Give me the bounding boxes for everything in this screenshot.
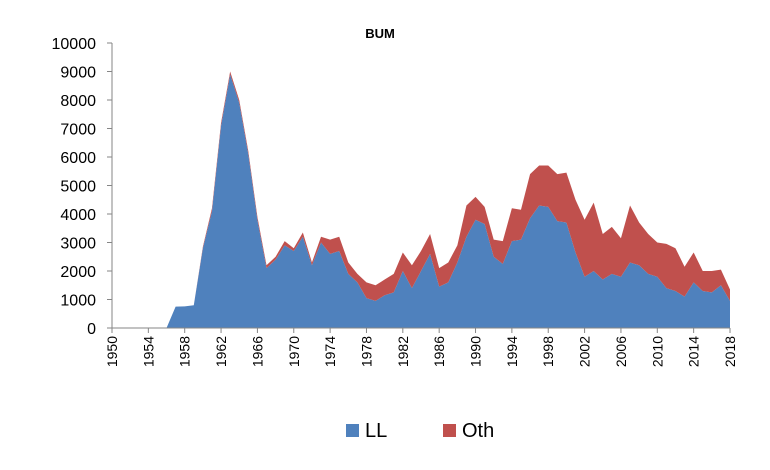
y-tick-label: 6000 bbox=[60, 150, 96, 167]
x-tick-label: 1950 bbox=[104, 336, 120, 367]
x-tick-label: 1966 bbox=[249, 336, 265, 367]
x-tick-label: 2014 bbox=[686, 336, 702, 367]
x-tick-label: 1982 bbox=[395, 336, 411, 367]
legend-swatch-oth bbox=[443, 424, 456, 437]
y-tick-label: 0 bbox=[87, 321, 96, 338]
x-tick-label: 1954 bbox=[140, 336, 156, 367]
series-area-ll bbox=[112, 74, 730, 328]
x-tick-label: 1994 bbox=[504, 336, 520, 367]
legend-swatch-ll bbox=[346, 424, 359, 437]
y-tick-label: 7000 bbox=[60, 122, 96, 139]
x-tick-label: 1970 bbox=[286, 336, 302, 367]
x-tick-label: 2006 bbox=[613, 336, 629, 367]
x-tick-label: 1998 bbox=[540, 336, 556, 367]
chart-title: BUM bbox=[365, 26, 395, 41]
y-tick-label: 9000 bbox=[60, 65, 96, 82]
plot-area bbox=[112, 71, 730, 328]
y-tick-label: 1000 bbox=[60, 293, 96, 310]
y-tick-label: 8000 bbox=[60, 93, 96, 110]
legend-label-oth: Oth bbox=[462, 420, 494, 442]
x-tick-label: 1962 bbox=[213, 336, 229, 367]
x-tick-label: 1978 bbox=[358, 336, 374, 367]
x-tick-label: 2010 bbox=[649, 336, 665, 367]
x-tick-label: 1974 bbox=[322, 336, 338, 367]
x-tick-label: 2002 bbox=[577, 336, 593, 367]
y-tick-label: 4000 bbox=[60, 207, 96, 224]
x-tick-label: 1990 bbox=[468, 336, 484, 367]
y-tick-label: 2000 bbox=[60, 264, 96, 281]
x-tick-label: 1986 bbox=[431, 336, 447, 367]
legend: LL Oth bbox=[346, 420, 494, 442]
y-tick-label: 3000 bbox=[60, 236, 96, 253]
x-tick-label: 1958 bbox=[177, 336, 193, 367]
y-tick-label: 10000 bbox=[52, 36, 97, 53]
axes: 0 1000 2000 3000 4000 5000 6000 7000 8000 9000 100… bbox=[52, 36, 739, 367]
legend-label-ll: LL bbox=[365, 420, 387, 442]
x-tick-label: 2018 bbox=[722, 336, 738, 367]
y-tick-label: 5000 bbox=[60, 179, 96, 196]
